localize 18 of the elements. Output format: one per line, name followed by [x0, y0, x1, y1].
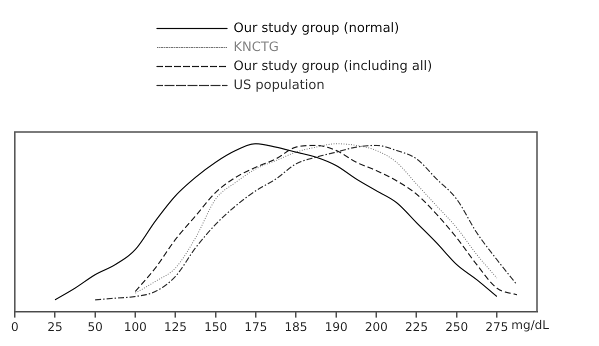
x-tick-label: 250 — [445, 320, 468, 334]
x-tick-label: 190 — [324, 320, 348, 334]
text: Our study group (including all) — [234, 58, 432, 74]
text: Our study group (normal) — [234, 20, 400, 36]
text: KNCTG — [234, 40, 279, 55]
x-tick-label: 185 — [284, 320, 308, 334]
x-tick-label: 50 — [88, 320, 103, 334]
x-tick-label: 175 — [244, 320, 268, 334]
x-tick-label: 150 — [204, 320, 228, 334]
x-tick-label: 25 — [47, 320, 63, 334]
text: US population — [234, 78, 325, 93]
x-axis-title: mg/dL — [511, 318, 550, 332]
x-tick-label: 125 — [164, 320, 187, 334]
x-tick-label: 225 — [405, 320, 428, 334]
x-tick-label: 275 — [485, 320, 508, 334]
x-tick-label: 0 — [10, 320, 19, 334]
x-tick-label: 200 — [364, 320, 388, 334]
x-tick-label: 100 — [124, 320, 147, 334]
